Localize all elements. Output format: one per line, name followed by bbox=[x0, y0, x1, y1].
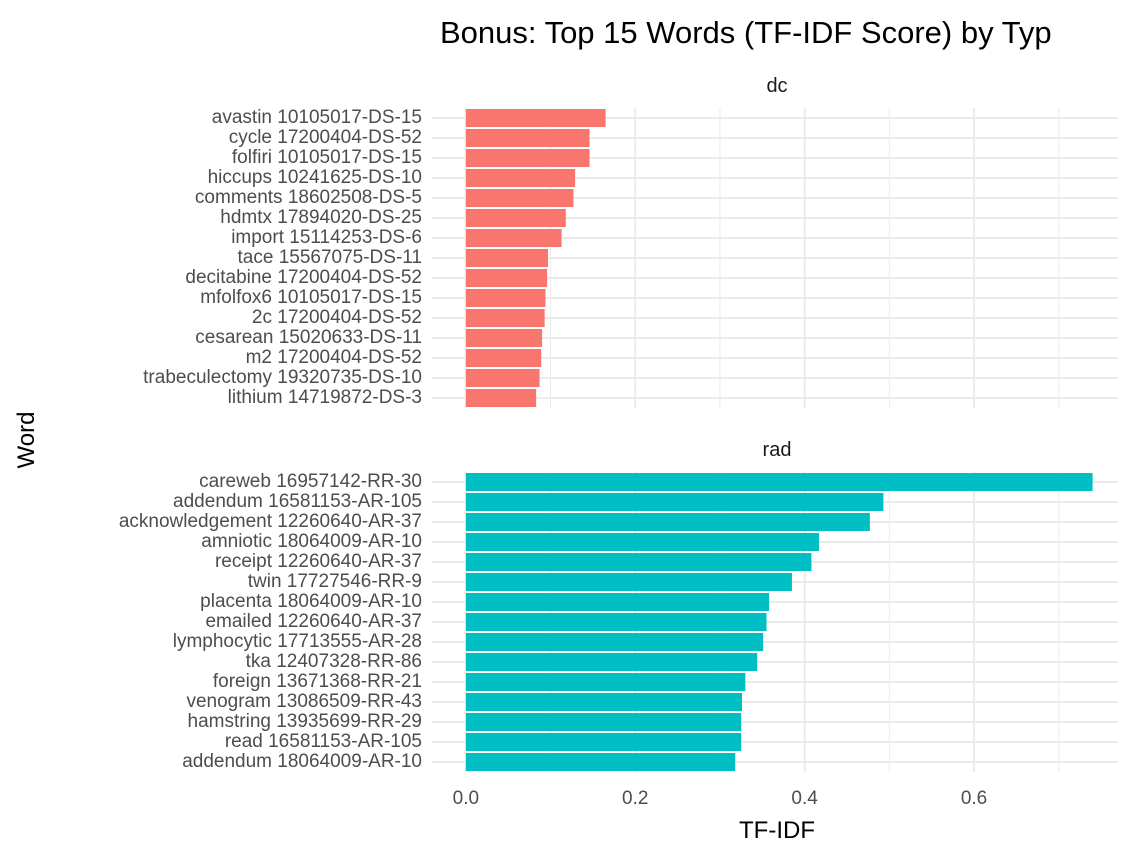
bar bbox=[465, 753, 736, 771]
x-axis-title: TF-IDF bbox=[739, 817, 815, 844]
bar bbox=[465, 329, 543, 347]
bar bbox=[465, 693, 742, 711]
x-tick-label: 0.0 bbox=[453, 788, 479, 809]
y-tick-label: read 16581153-AR-105 bbox=[225, 731, 422, 752]
y-tick-label: addendum 16581153-AR-105 bbox=[173, 491, 422, 512]
bar bbox=[465, 309, 545, 327]
y-tick-label: amniotic 18064009-AR-10 bbox=[201, 531, 422, 552]
y-tick-label: import 15114253-DS-6 bbox=[231, 227, 422, 248]
y-tick-label: mfolfox6 10105017-DS-15 bbox=[200, 287, 422, 308]
bar bbox=[465, 349, 542, 367]
y-tick-label: comments 18602508-DS-5 bbox=[195, 187, 422, 208]
y-tick-label: hamstring 13935699-RR-29 bbox=[188, 711, 422, 732]
y-tick-label: venogram 13086509-RR-43 bbox=[186, 691, 422, 712]
bar bbox=[465, 229, 562, 247]
bars-dc bbox=[465, 109, 606, 407]
y-tick-label: avastin 10105017-DS-15 bbox=[212, 107, 422, 128]
bar bbox=[465, 389, 537, 407]
y-tick-label: 2c 17200404-DS-52 bbox=[252, 307, 422, 328]
bar bbox=[465, 513, 870, 531]
x-tick-label: 0.4 bbox=[791, 788, 818, 809]
facet-label-rad: rad bbox=[763, 439, 792, 461]
y-tick-label: addendum 18064009-AR-10 bbox=[182, 751, 422, 772]
bar bbox=[465, 733, 742, 751]
bar bbox=[465, 269, 548, 287]
y-tick-label: lymphocytic 17713555-AR-28 bbox=[173, 631, 422, 652]
bar bbox=[465, 369, 540, 387]
y-tick-label: foreign 13671368-RR-21 bbox=[213, 671, 422, 692]
bar bbox=[465, 673, 746, 691]
bar bbox=[465, 573, 792, 591]
bar bbox=[465, 473, 1093, 491]
bar bbox=[465, 633, 764, 651]
x-tick-label: 0.2 bbox=[622, 788, 648, 809]
y-tick-label: placenta 18064009-AR-10 bbox=[200, 591, 422, 612]
bar bbox=[465, 593, 770, 611]
chart-title: Bonus: Top 15 Words (TF-IDF Score) by Ty… bbox=[440, 15, 1052, 50]
y-axis-title: Word bbox=[13, 412, 40, 469]
y-tick-label: tace 15567075-DS-11 bbox=[238, 247, 423, 268]
bar bbox=[465, 149, 590, 167]
y-tick-label: hiccups 10241625-DS-10 bbox=[208, 167, 422, 188]
bar bbox=[465, 493, 884, 511]
y-tick-label: cesarean 15020633-DS-11 bbox=[195, 327, 422, 348]
bars-rad bbox=[465, 473, 1093, 771]
bar bbox=[465, 249, 549, 267]
y-tick-label: lithium 14719872-DS-3 bbox=[228, 387, 422, 408]
y-tick-label: tka 12407328-RR-86 bbox=[246, 651, 422, 672]
x-axis-tick-labels: 0.0 0.2 0.4 0.6 bbox=[453, 788, 988, 809]
y-tick-label: cycle 17200404-DS-52 bbox=[229, 127, 422, 148]
y-tick-label: decitabine 17200404-DS-52 bbox=[185, 267, 422, 288]
bar bbox=[465, 109, 606, 127]
bar bbox=[465, 713, 742, 731]
bar bbox=[465, 553, 812, 571]
y-tick-label: receipt 12260640-AR-37 bbox=[215, 551, 422, 572]
bar bbox=[465, 129, 590, 147]
y-tick-label: emailed 12260640-AR-37 bbox=[205, 611, 422, 632]
bar bbox=[465, 613, 767, 631]
bar bbox=[465, 289, 546, 307]
y-tick-label: m2 17200404-DS-52 bbox=[246, 347, 422, 368]
bar bbox=[465, 169, 576, 187]
x-tick-label: 0.6 bbox=[961, 788, 987, 809]
bar bbox=[465, 653, 758, 671]
bar bbox=[465, 533, 820, 551]
bar bbox=[465, 189, 574, 207]
facet-label-dc: dc bbox=[766, 75, 787, 97]
y-tick-label: acknowledgement 12260640-AR-37 bbox=[119, 511, 422, 532]
bar bbox=[465, 209, 566, 227]
y-tick-label: trabeculectomy 19320735-DS-10 bbox=[143, 367, 422, 388]
y-tick-label: twin 17727546-RR-9 bbox=[248, 571, 422, 592]
y-tick-label: folfiri 10105017-DS-15 bbox=[232, 147, 422, 168]
y-tick-label: careweb 16957142-RR-30 bbox=[199, 471, 422, 492]
y-tick-label: hdmtx 17894020-DS-25 bbox=[220, 207, 422, 228]
